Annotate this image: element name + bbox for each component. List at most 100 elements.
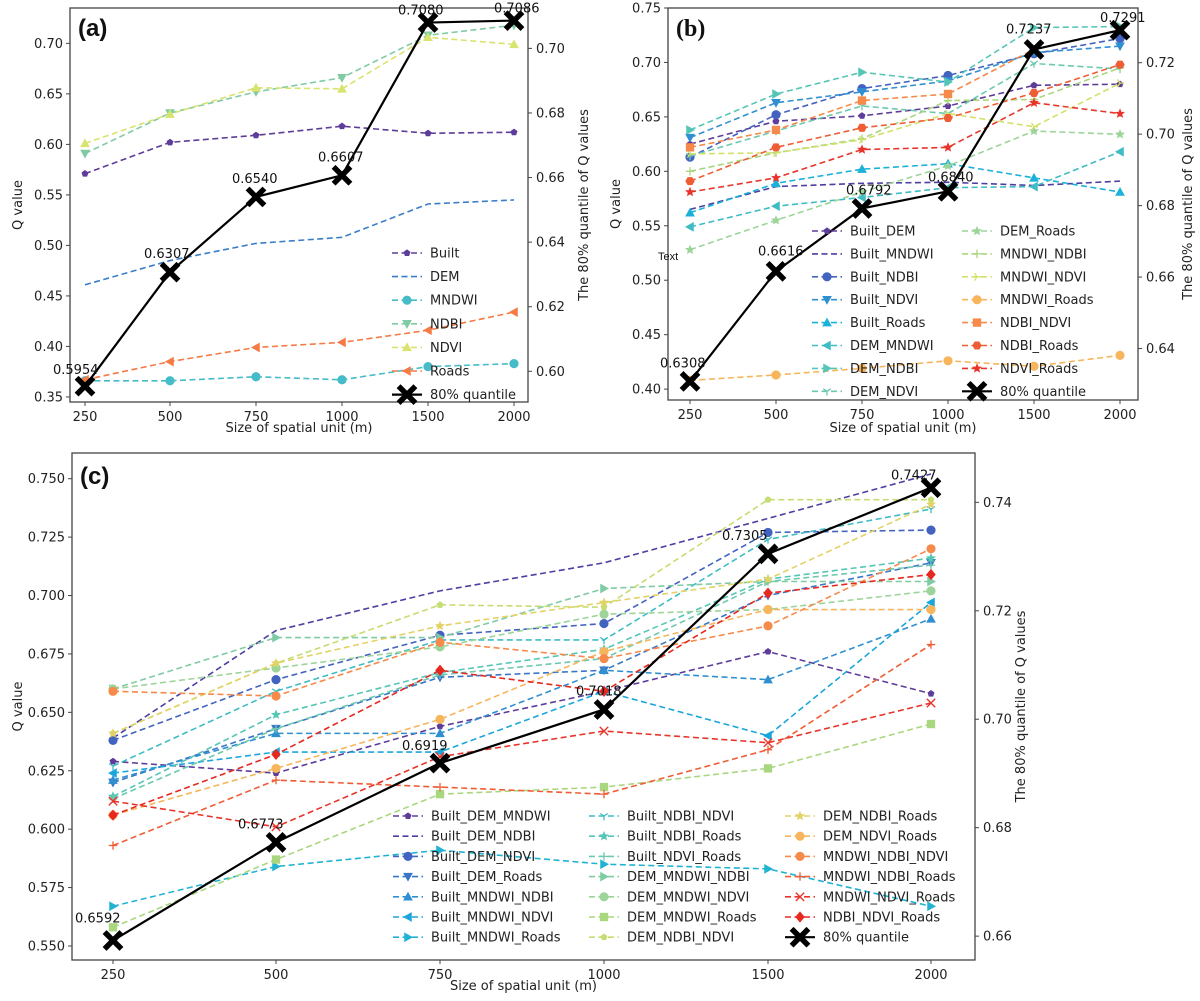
data-point	[80, 149, 90, 159]
data-point	[271, 709, 281, 719]
series-line	[689, 354, 1121, 382]
data-point	[770, 201, 780, 212]
data-point	[599, 597, 609, 607]
legend-label: Built_MNDWI	[850, 247, 934, 262]
data-point	[926, 719, 936, 729]
series-MNDWI_NDBI	[685, 63, 1125, 176]
x-tick-label: 1000	[587, 968, 620, 983]
legend-marker	[402, 320, 412, 329]
series-line	[689, 25, 1121, 131]
series-line	[112, 564, 932, 800]
legend-label: 80% quantile	[1000, 385, 1086, 400]
y-tick-label: 0.600	[28, 823, 65, 838]
legend-item: DEM_NDBI	[812, 362, 918, 377]
quantile-point	[937, 180, 959, 202]
y-tick-label: 0.750	[28, 472, 65, 487]
legend-label: NDBI_NDVI	[1000, 316, 1071, 331]
legend-label: DEM_MNDWI_NDVI	[627, 890, 749, 905]
legend-item: Built_MNDWI_NDBI	[393, 890, 554, 905]
legend-label: MNDWI_NDVI	[1000, 270, 1086, 285]
data-point	[435, 637, 445, 647]
data-point	[422, 325, 432, 336]
data-point	[763, 527, 773, 538]
series-line	[112, 573, 932, 816]
legend-item: NDVI	[392, 341, 462, 356]
data-point	[250, 342, 260, 353]
series-NDBI_NDVI_Roads	[108, 568, 936, 821]
series-DEM_NDBI_Roads	[108, 499, 936, 738]
legend-marker	[795, 810, 805, 821]
y-tick-label: 0.50	[34, 239, 63, 254]
legend-marker	[396, 384, 418, 405]
quantile-point	[265, 831, 287, 853]
y-right-tick-label: 0.64	[536, 236, 565, 251]
data-point	[509, 359, 519, 369]
legend-label: Built_NDVI_Roads	[627, 850, 741, 865]
legend-marker	[821, 340, 831, 351]
data-point	[271, 763, 281, 774]
legend-item: MNDWI_NDBI_NDVI	[785, 850, 948, 865]
data-point	[857, 96, 867, 105]
legend-item: 80% quantile	[785, 926, 909, 948]
data-point	[599, 782, 609, 792]
legend-marker	[403, 851, 413, 862]
legend-marker	[599, 892, 609, 902]
series-line	[112, 557, 932, 798]
legend-marker	[795, 872, 805, 881]
data-point	[771, 178, 781, 188]
series-80-quantile: 0.5954 0.6307 0.6540 0.6607 0.7080 0.7086	[53, 2, 540, 397]
x-axis-label: Size of spatial unit (m)	[225, 421, 372, 436]
data-point	[1029, 97, 1039, 107]
series-NDVI	[80, 32, 519, 148]
data-point	[764, 647, 772, 655]
y-tick-label: 0.650	[28, 706, 65, 721]
series-DEM_NDVI_Roads	[108, 604, 936, 820]
quantile-value-label: 0.7086	[494, 2, 540, 17]
legend-label: MNDWI	[430, 294, 478, 309]
series-line	[689, 150, 1121, 228]
legend-label: Built_DEM_NDVI	[431, 850, 535, 865]
data-point	[338, 122, 346, 130]
legend-item: Built_NDVI	[812, 293, 918, 308]
data-point	[423, 362, 433, 372]
quantile-value-label: 0.6792	[846, 183, 892, 198]
quantile-point	[503, 10, 525, 31]
series-80-quantile: 0.6308 0.6616 0.6792 0.6840 0.7237 0.7291	[660, 11, 1146, 392]
data-point	[271, 728, 281, 738]
data-point	[272, 632, 282, 643]
data-point	[858, 112, 866, 119]
legend-marker	[972, 225, 982, 236]
legend-item: DEM	[392, 270, 459, 285]
legend-label: Built_NDBI_Roads	[627, 830, 742, 845]
y-tick-label: 0.70	[632, 56, 661, 71]
data-point	[771, 370, 781, 380]
quantile-value-label: 0.6773	[238, 817, 284, 832]
data-point	[1030, 81, 1038, 89]
quantile-point	[102, 930, 124, 951]
y-tick-label: 0.55	[34, 188, 63, 203]
data-point	[252, 131, 260, 139]
legend-item: DEM_NDVI	[812, 385, 918, 400]
legend-marker	[599, 830, 609, 841]
series-line	[689, 63, 1121, 182]
legend-item: 80% quantile	[962, 380, 1086, 402]
legend-label: Built_MNDWI_Roads	[431, 931, 561, 946]
data-point	[858, 67, 868, 78]
data-point	[435, 728, 445, 738]
quantile-value-label: 0.5954	[53, 363, 99, 378]
series-Built_NDBI_Roads	[108, 552, 936, 801]
data-point	[685, 186, 695, 197]
y-tick-label: 0.45	[34, 289, 63, 304]
quantile-point	[593, 699, 615, 720]
series-DEM_MNDWI	[684, 146, 1124, 232]
data-point	[858, 135, 867, 144]
data-point	[166, 138, 174, 146]
data-point	[944, 102, 952, 109]
legend-item: DEM_MNDWI_NDBI	[589, 870, 750, 885]
quantile-point	[429, 752, 451, 774]
data-point	[435, 620, 445, 631]
legend-marker	[402, 342, 412, 352]
legend-label: DEM_MNDWI_Roads	[627, 911, 757, 926]
legend-label: Built_NDBI_NDVI	[627, 810, 734, 825]
legend-item: Built_MNDWI_Roads	[393, 931, 561, 946]
